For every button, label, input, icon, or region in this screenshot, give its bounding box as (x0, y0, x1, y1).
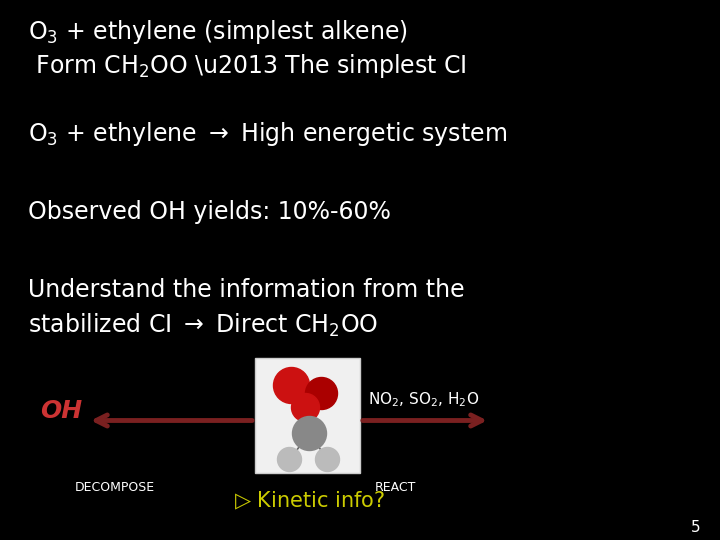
Text: stabilized CI $\rightarrow$ Direct CH$_2$OO: stabilized CI $\rightarrow$ Direct CH$_2… (28, 312, 378, 339)
Text: O$_3$ + ethylene $\rightarrow$ High energetic system: O$_3$ + ethylene $\rightarrow$ High ener… (28, 120, 507, 148)
Circle shape (277, 448, 302, 471)
Text: 5: 5 (690, 520, 700, 535)
Circle shape (305, 377, 338, 409)
Text: Understand the information from the: Understand the information from the (28, 278, 464, 302)
Text: DECOMPOSE: DECOMPOSE (75, 481, 155, 494)
Text: O$_3$ + ethylene (simplest alkene): O$_3$ + ethylene (simplest alkene) (28, 18, 408, 46)
Text: Form CH$_2$OO \u2013 The simplest CI: Form CH$_2$OO \u2013 The simplest CI (28, 52, 467, 80)
FancyBboxPatch shape (255, 358, 360, 473)
Text: $\triangleright$ Kinetic info?: $\triangleright$ Kinetic info? (235, 490, 386, 512)
Text: NO$_2$, SO$_2$, H$_2$O: NO$_2$, SO$_2$, H$_2$O (368, 390, 480, 409)
Circle shape (315, 448, 340, 471)
Circle shape (292, 394, 320, 422)
Text: Observed OH yields: 10%-60%: Observed OH yields: 10%-60% (28, 200, 391, 224)
Text: REACT: REACT (374, 481, 415, 494)
Text: OH: OH (40, 399, 82, 422)
Circle shape (274, 368, 310, 403)
Circle shape (292, 416, 326, 450)
